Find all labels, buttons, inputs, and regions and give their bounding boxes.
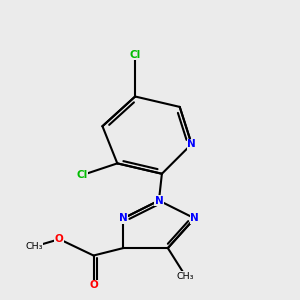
Text: N: N <box>190 213 199 224</box>
Text: O: O <box>89 280 98 290</box>
Text: Cl: Cl <box>130 50 141 60</box>
Text: N: N <box>154 196 163 206</box>
Text: O: O <box>55 234 64 244</box>
Text: CH₃: CH₃ <box>25 242 43 251</box>
Text: Cl: Cl <box>76 170 87 180</box>
Text: N: N <box>119 213 128 224</box>
Text: N: N <box>187 139 196 149</box>
Text: CH₃: CH₃ <box>177 272 194 281</box>
